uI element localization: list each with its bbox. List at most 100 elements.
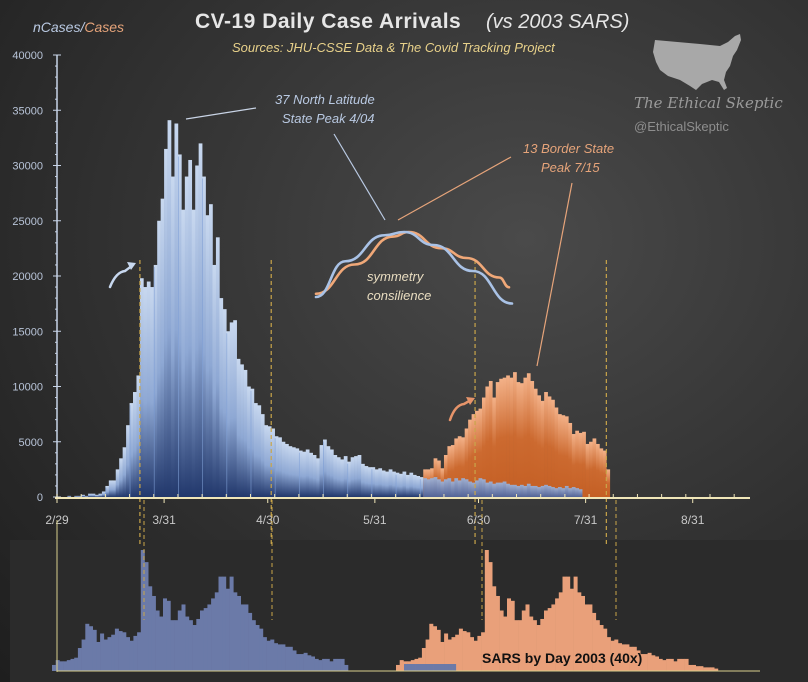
bar-border-day-116	[457, 436, 462, 497]
bar-north-overlay-day-122	[478, 478, 483, 497]
chart-subtitle: Sources: JHU-CSSE Data & The Covid Track…	[232, 40, 556, 55]
bar-border-day-155	[592, 438, 597, 497]
bar-north-day-16	[112, 480, 117, 497]
sars-bar-blue	[240, 604, 245, 671]
sars-bar-orange	[599, 625, 604, 671]
sars-bar-blue	[296, 654, 301, 671]
sars-bar-blue	[314, 658, 319, 671]
sars-bar-blue	[159, 616, 164, 671]
bar-border-day-121	[475, 410, 479, 497]
bar-north-day-44	[209, 204, 213, 498]
sars-bar-orange	[573, 576, 578, 671]
bar-north-day-28	[153, 264, 158, 497]
bar-north-day-74	[312, 455, 317, 497]
bar-north-overlay-day-125	[488, 481, 493, 497]
bar-north-day-58	[257, 405, 262, 497]
x-tick-label: 8/31	[681, 513, 705, 527]
sars-bar-orange	[588, 604, 593, 671]
sars-bar-blue	[107, 637, 112, 671]
inset-curve-border	[314, 230, 511, 296]
bar-north-day-88	[361, 463, 365, 497]
rising-arrow-icon-blue	[108, 263, 135, 289]
sars-bar-blue	[192, 625, 197, 671]
sars-bar-orange	[706, 667, 711, 671]
bar-border-day-110	[437, 460, 441, 497]
bar-north-day-31	[164, 148, 168, 498]
series-border-bars	[423, 372, 611, 497]
sars-bar-blue	[92, 629, 97, 671]
sars-bar-blue-tail	[448, 664, 453, 671]
sars-bar-orange	[499, 610, 504, 671]
sars-bar-orange	[577, 592, 582, 671]
bar-border-day-159	[606, 469, 611, 497]
bar-north-overlay-day-143	[551, 487, 555, 497]
bar-border-day-132	[513, 372, 517, 497]
bar-north-day-75	[316, 458, 320, 497]
sars-bar-blue	[77, 648, 82, 671]
bar-north-day-5	[74, 495, 79, 497]
bar-north-day-105	[419, 477, 424, 497]
sars-bar-blue	[229, 576, 234, 671]
bar-north-day-3	[67, 495, 72, 497]
sars-bar-orange	[684, 658, 689, 671]
sars-bar-blue	[85, 623, 90, 671]
bar-border-day-129	[502, 377, 507, 497]
bar-north-day-13	[101, 491, 106, 497]
bar-north-day-33	[171, 176, 175, 498]
sars-bar-blue	[122, 632, 127, 671]
sars-bar-orange	[532, 620, 537, 671]
sars-bar-blue-tail	[452, 664, 457, 671]
annotation-symmetry-line2: consilience	[367, 288, 431, 303]
sars-bar-orange	[643, 654, 648, 671]
bar-north-day-51	[233, 320, 237, 497]
sars-bar-blue	[166, 600, 171, 671]
sars-bar-blue-tail	[422, 664, 427, 671]
bar-north-overlay-day-128	[499, 482, 503, 497]
sars-bar-blue	[318, 660, 323, 671]
sars-bar-blue	[266, 640, 271, 671]
sars-bar-blue	[340, 658, 345, 671]
bar-north-day-49	[226, 331, 231, 497]
bar-border-day-153	[585, 443, 590, 497]
sars-bar-blue-tail	[441, 664, 445, 671]
bar-north-day-36	[181, 209, 186, 497]
bar-north-overlay-day-113	[447, 478, 452, 497]
bar-north-overlay-day-121	[475, 480, 479, 497]
annotation-north-peak-leader	[185, 107, 257, 120]
brand-name: The Ethical Skeptic	[634, 94, 783, 112]
sars-bar-blue	[148, 586, 153, 671]
bar-north-day-37	[184, 176, 189, 498]
sars-bars-blue	[52, 550, 349, 671]
bar-border-day-120	[471, 414, 476, 497]
sars-bar-blue	[329, 661, 334, 671]
sars-bar-blue	[70, 658, 75, 671]
sars-bar-orange	[606, 637, 611, 671]
bar-north-overlay-day-118	[464, 479, 469, 497]
bar-north-overlay-day-126	[492, 483, 497, 497]
bar-north-overlay-day-136	[526, 483, 531, 497]
bar-north-overlay-day-119	[468, 481, 472, 497]
bar-north-day-48	[222, 309, 227, 497]
sars-bar-orange	[421, 648, 426, 671]
x-tick-label: 3/31	[152, 513, 176, 527]
sars-bar-blue	[336, 658, 341, 671]
bar-border-day-126	[492, 397, 497, 497]
sars-bar-orange	[562, 576, 567, 671]
bar-north-day-40	[195, 165, 199, 497]
y-tick-label: 30000	[12, 161, 43, 173]
bar-north-day-42	[202, 176, 206, 498]
bar-north-day-22	[133, 392, 137, 497]
sars-bar-blue	[303, 652, 308, 671]
bar-north-day-64	[278, 437, 282, 497]
bar-north-day-85	[350, 457, 355, 497]
sars-bar-orange	[488, 562, 493, 671]
y-tick-label: 0	[37, 492, 43, 504]
bar-north-overlay-day-107	[426, 479, 431, 497]
bar-border-day-122	[478, 408, 483, 497]
sars-bar-orange	[592, 612, 597, 671]
sars-bar-orange	[466, 632, 471, 671]
sars-bar-orange	[455, 634, 460, 671]
sars-bar-orange	[547, 608, 552, 671]
bar-north-day-39	[191, 209, 196, 497]
bar-border-day-141	[544, 392, 548, 497]
